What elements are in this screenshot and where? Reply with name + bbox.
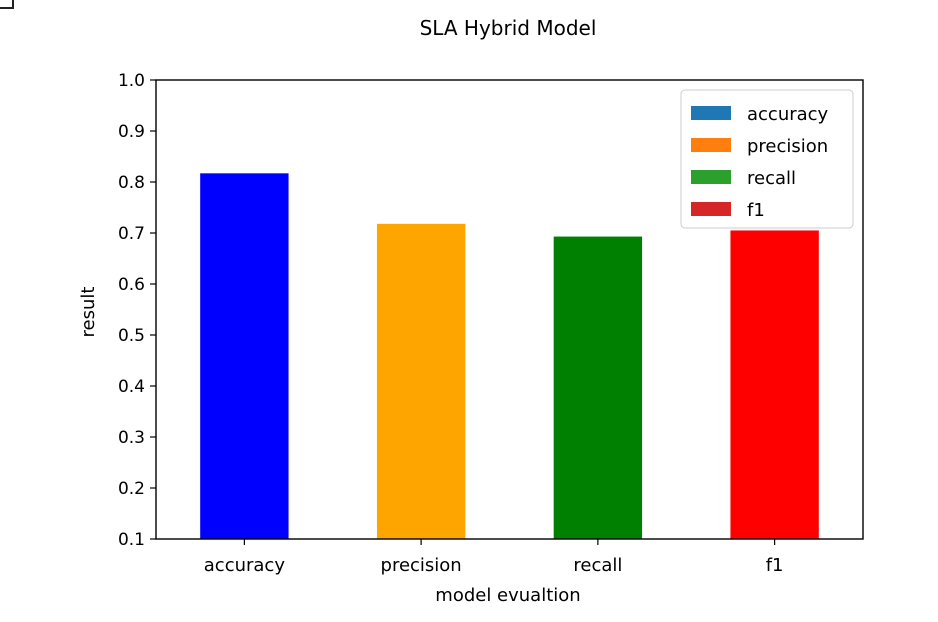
legend-label-recall: recall bbox=[747, 168, 796, 189]
legend: accuracy precision recall f1 bbox=[680, 89, 854, 229]
corner-artifact bbox=[0, 0, 14, 9]
x-tick-label: recall bbox=[573, 555, 622, 576]
y-tick-label: 0.1 bbox=[118, 530, 145, 550]
legend-label-accuracy: accuracy bbox=[747, 104, 829, 125]
x-tick-label: precision bbox=[381, 555, 462, 576]
y-axis-label: result bbox=[78, 287, 99, 338]
bar-recall bbox=[553, 236, 643, 539]
y-tick-label: 1.0 bbox=[118, 71, 145, 91]
legend-label-f1: f1 bbox=[747, 200, 765, 221]
y-axis-ticks: 0.1 0.2 0.3 0.4 0.5 0.6 0.7 0.8 0.9 1.0 bbox=[118, 71, 156, 550]
legend-swatch-precision bbox=[691, 138, 731, 152]
x-axis-ticks: accuracy precision recall f1 bbox=[204, 539, 784, 576]
y-tick-label: 0.3 bbox=[118, 428, 145, 448]
y-tick-label: 0.2 bbox=[118, 479, 145, 499]
x-tick-label: accuracy bbox=[204, 555, 286, 576]
plot-frame bbox=[155, 79, 864, 540]
y-tick-label: 0.5 bbox=[118, 326, 145, 346]
y-tick-label: 0.4 bbox=[118, 377, 145, 397]
y-tick-label: 0.8 bbox=[118, 173, 145, 193]
bars-group bbox=[200, 173, 819, 539]
legend-label-precision: precision bbox=[747, 136, 828, 157]
y-tick-label: 0.9 bbox=[118, 122, 145, 142]
legend-swatch-f1 bbox=[691, 202, 731, 216]
x-tick-label: f1 bbox=[766, 555, 784, 576]
y-tick-label: 0.6 bbox=[118, 275, 145, 295]
legend-swatch-recall bbox=[691, 170, 731, 184]
y-tick-label: 0.7 bbox=[118, 224, 145, 244]
x-axis-label: model evualtion bbox=[435, 585, 580, 606]
legend-box bbox=[680, 89, 854, 229]
bar-f1 bbox=[730, 230, 819, 539]
bar-accuracy bbox=[200, 173, 289, 539]
chart-title: SLA Hybrid Model bbox=[420, 16, 597, 40]
bar-precision bbox=[376, 223, 466, 539]
legend-swatch-accuracy bbox=[691, 106, 731, 120]
